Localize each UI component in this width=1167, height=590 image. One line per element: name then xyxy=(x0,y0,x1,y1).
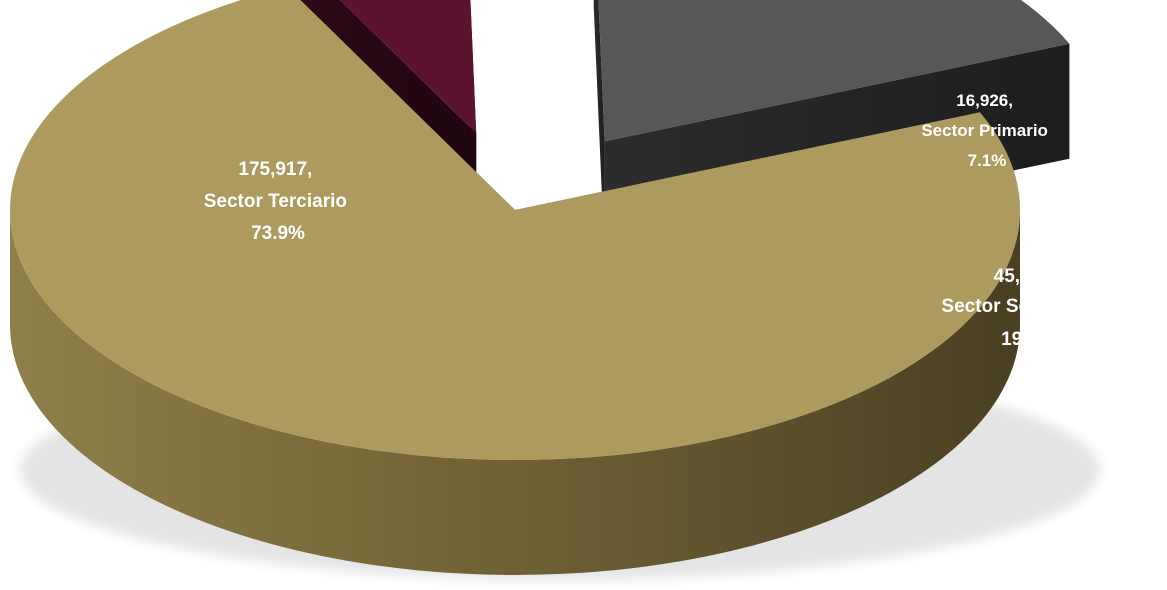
pie-slice-top-sector-primario xyxy=(340,0,477,134)
slice-category-label: Sector Primario xyxy=(921,121,1048,140)
pie-slice-top-sector-secundario xyxy=(598,0,1070,142)
slice-category-label: Sector Terciario xyxy=(204,191,347,212)
pie-slice-top-sector-terciario xyxy=(10,0,1021,460)
slice-percent-label: 73.9% xyxy=(251,223,305,244)
slice-category-label: Sector Secundario xyxy=(941,296,1109,317)
slice-percent-label: 19.0% xyxy=(1001,329,1055,350)
slice-value-label: 45,101, xyxy=(994,266,1057,287)
slice-label-sector-secundario: 45,101, Sector Secundario 19.0% xyxy=(941,266,1114,350)
pie-slice-side-sector-terciario xyxy=(10,210,1020,575)
slice-value-label: 175,917, xyxy=(238,159,312,180)
slice-label-sector-terciario: 175,917, Sector Terciario 73.9% xyxy=(204,159,353,244)
slice-percent-label: 7.1% xyxy=(968,151,1007,170)
pie-slice-sector-terciario xyxy=(10,0,1021,575)
slice-value-label: 16,926, xyxy=(956,91,1013,110)
slice-label-sector-primario: 16,926, Sector Primario 7.1% xyxy=(921,91,1052,170)
